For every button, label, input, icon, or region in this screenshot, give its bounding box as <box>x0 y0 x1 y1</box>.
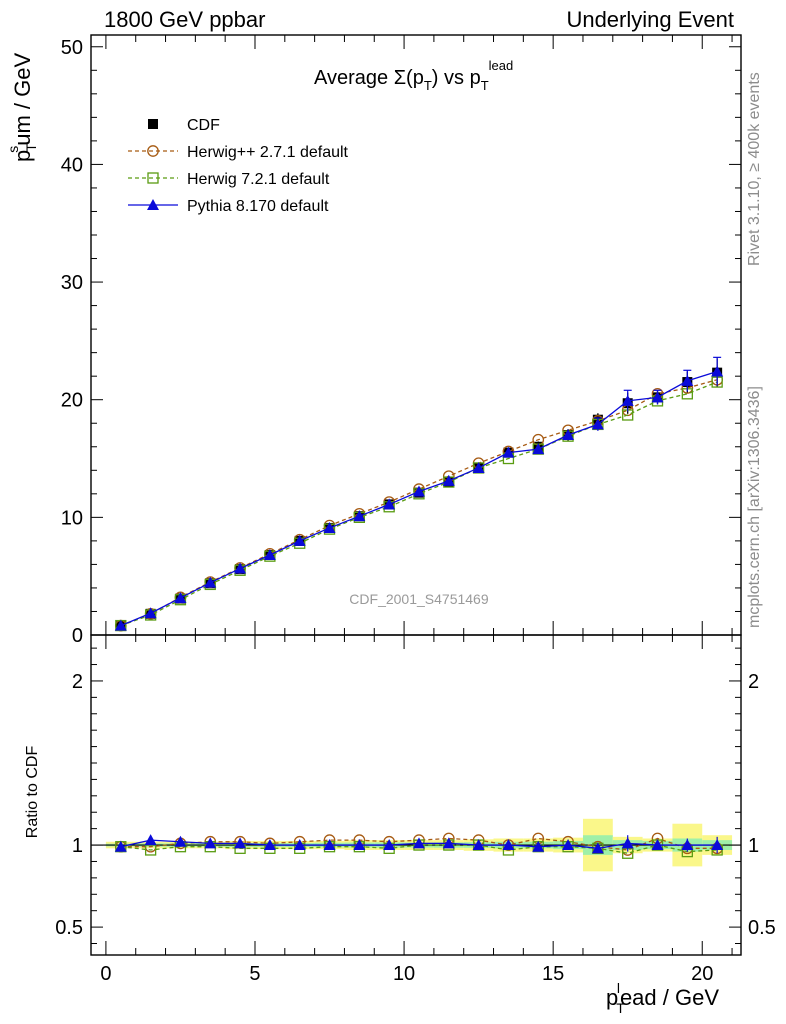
x-axis-label: pTlead / GeV <box>606 980 719 1016</box>
ratio-point <box>353 839 366 851</box>
chart-title: Average Σ(pT) vs pTlead <box>314 58 513 93</box>
data-point <box>114 619 127 631</box>
data-point <box>353 510 366 522</box>
series-3 <box>114 365 724 631</box>
data-point <box>383 498 396 510</box>
legend-label: Herwig 7.2.1 default <box>187 171 330 188</box>
ratio-line <box>120 837 718 851</box>
legend-marker <box>147 199 159 210</box>
header-left: 1800 GeV ppbar <box>104 7 266 32</box>
ratio-point <box>621 837 634 849</box>
data-point <box>174 591 187 603</box>
ratio-point <box>174 835 187 847</box>
ratio-point <box>293 839 306 851</box>
ratio-point <box>383 839 396 851</box>
ratio-y-tick-label-right: 1 <box>748 835 759 857</box>
x-tick-label: 5 <box>249 963 260 985</box>
legend-label: Pythia 8.170 default <box>187 198 329 215</box>
data-point <box>263 549 276 560</box>
y-tick-label: 30 <box>61 272 83 294</box>
legend-item-3: Pythia 8.170 default <box>128 198 329 215</box>
ratio-frame <box>90 634 742 956</box>
data-point <box>204 576 217 588</box>
x-tick-label: 0 <box>100 963 111 985</box>
data-point <box>323 521 336 533</box>
ratio-point <box>204 837 217 849</box>
ratio-point <box>114 840 127 852</box>
legend-label: Herwig++ 2.7.1 default <box>187 144 349 161</box>
y-tick-label: 10 <box>61 507 83 529</box>
legend-item-1: Herwig++ 2.7.1 default <box>128 144 349 161</box>
ratio-y-tick-label: 2 <box>72 671 83 693</box>
data-point <box>412 485 425 497</box>
ratio-point <box>144 834 157 846</box>
data-point <box>562 429 575 440</box>
series-line <box>120 381 718 627</box>
ratio-y-axis-label: Ratio to CDF <box>24 746 41 839</box>
legend-marker <box>147 145 159 157</box>
ratio-point <box>711 839 724 851</box>
ratio-point <box>532 840 545 852</box>
ratio-point <box>442 837 455 849</box>
legend-item-0: CDF <box>148 117 220 134</box>
header-right: Underlying Event <box>566 7 734 32</box>
legend-label: CDF <box>187 117 220 134</box>
x-tick-label: 10 <box>393 963 415 985</box>
x-tick-label: 20 <box>691 963 713 985</box>
legend-marker <box>147 172 159 184</box>
ratio-y-tick-label-right: 0.5 <box>748 917 776 939</box>
ratio-point <box>472 839 485 851</box>
ratio-point <box>412 837 425 849</box>
series-line <box>120 379 718 627</box>
legend-marker <box>148 119 158 129</box>
y-tick-label: 50 <box>61 37 83 59</box>
ratio-point <box>502 839 515 851</box>
ratio-point <box>681 839 694 851</box>
ratio-point <box>562 839 575 851</box>
ratio-line <box>120 844 718 854</box>
main-panel: Average Σ(pT) vs pTlead pTsum / GeV CDF_20… <box>5 34 742 647</box>
ratio-point <box>323 839 336 851</box>
data-point <box>144 607 157 619</box>
ratio-point <box>591 842 604 854</box>
data-point <box>472 461 485 473</box>
data-point <box>442 474 455 486</box>
y-tick-label: 20 <box>61 390 83 412</box>
y-tick-label: 40 <box>61 154 83 176</box>
ratio-y-tick-label-right: 2 <box>748 671 759 693</box>
y-tick-label: 0 <box>72 625 83 647</box>
data-point <box>293 534 306 546</box>
ratio-y-tick-label: 0.5 <box>55 917 83 939</box>
legend-item-2: Herwig 7.2.1 default <box>128 171 330 188</box>
ratio-point <box>263 839 276 851</box>
watermark: CDF_2001_S4751469 <box>349 591 489 607</box>
ratio-point <box>234 837 247 849</box>
ratio-series-2 <box>114 834 724 854</box>
ratio-y-tick-label: 1 <box>72 835 83 857</box>
x-tick-label: 15 <box>542 963 564 985</box>
data-point <box>234 562 247 574</box>
y-axis-label: pTsum / GeV <box>5 53 39 162</box>
data-point <box>502 446 515 458</box>
data-point <box>532 443 545 455</box>
ratio-point <box>651 839 664 851</box>
